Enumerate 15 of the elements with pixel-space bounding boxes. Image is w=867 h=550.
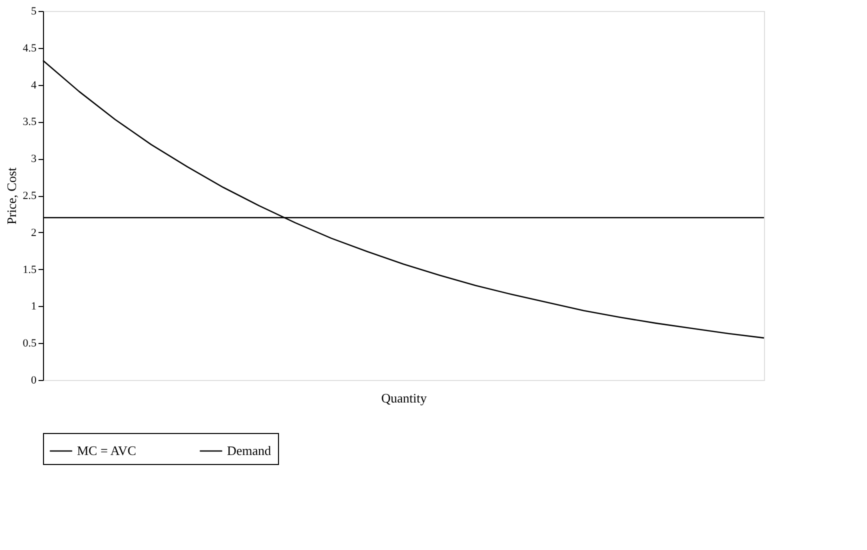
legend-label: MC = AVC bbox=[77, 443, 136, 458]
y-axis-title: Price, Cost bbox=[4, 167, 19, 225]
y-tick-label: 1.5 bbox=[22, 264, 37, 276]
y-tick-label: 1 bbox=[31, 300, 36, 313]
y-tick-label: 2 bbox=[31, 226, 36, 239]
y-tick-label: 3 bbox=[31, 153, 37, 166]
y-tick-label: 4 bbox=[31, 79, 37, 92]
legend-label: Demand bbox=[227, 443, 272, 458]
y-tick-label: 0 bbox=[31, 374, 37, 386]
y-tick-label: 4.5 bbox=[22, 42, 37, 54]
y-tick-label: 3.5 bbox=[22, 116, 37, 128]
y-tick-label: 2.5 bbox=[22, 190, 37, 202]
y-tick-label: 0.5 bbox=[22, 338, 37, 350]
y-tick-label: 5 bbox=[31, 6, 37, 18]
x-axis-title: Quantity bbox=[381, 390, 428, 406]
